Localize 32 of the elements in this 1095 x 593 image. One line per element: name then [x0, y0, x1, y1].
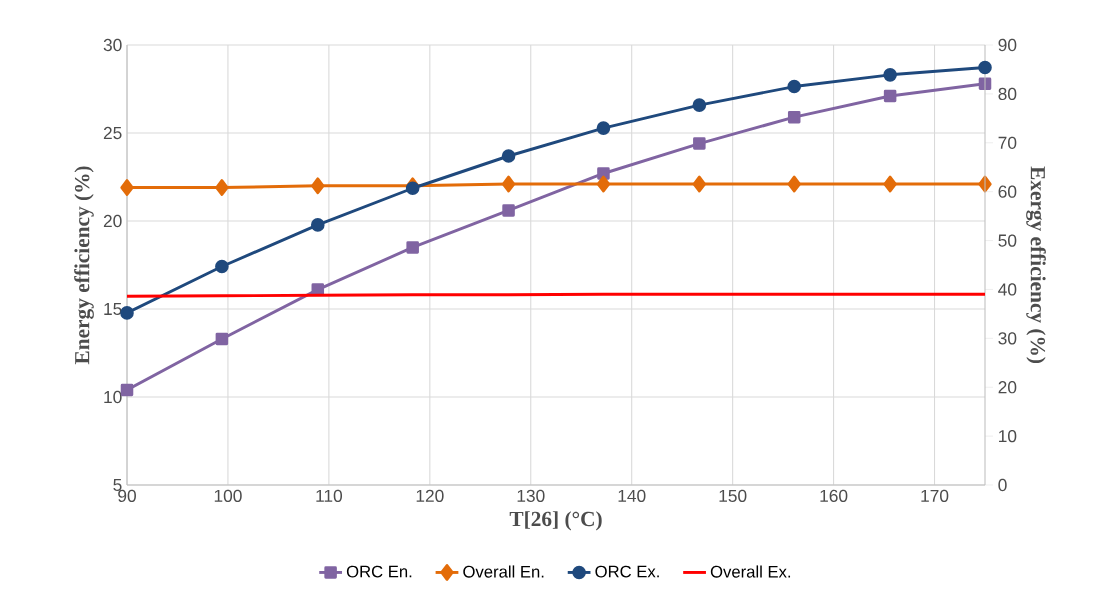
x-tick-label: 110	[316, 489, 343, 502]
legend-label: ORC Ex.	[595, 565, 659, 578]
legend-label: Overall Ex.	[710, 565, 791, 578]
legend-label: Overall En.	[463, 565, 544, 578]
y2-tick-label: 50	[998, 234, 1017, 247]
y2-tick-label: 90	[998, 38, 1017, 52]
y2-tick-label: 40	[998, 283, 1017, 296]
y2-axis-title: Exergy efficiency (%)	[1026, 166, 1046, 364]
y2-tick-label: 30	[998, 332, 1017, 345]
y2-tick-label: 0	[998, 478, 1007, 492]
y2-tick-label: 80	[998, 87, 1017, 101]
x-tick-label: 100	[214, 489, 242, 502]
y2-tick-label: 10	[999, 429, 1017, 443]
y2-tick-label: 20	[998, 381, 1017, 394]
y2-tick-label: 70	[998, 136, 1017, 149]
y2-tick-label: 60	[998, 185, 1017, 198]
x-tick-label: 90	[118, 489, 136, 502]
y-tick-label: 25	[103, 126, 122, 140]
y-axis-title: Energy efficiency (%)	[74, 166, 94, 365]
x-tick-label: 140	[618, 489, 646, 502]
x-tick-label: 170	[921, 489, 949, 502]
legend-label: ORC En.	[346, 565, 412, 578]
x-tick-label: 150	[719, 489, 747, 502]
x-axis-title: T[26] (°C)	[509, 511, 602, 531]
y-tick-label: 15	[104, 302, 122, 316]
x-tick-label: 160	[820, 489, 848, 502]
y-tick-label: 30	[103, 38, 122, 52]
y-tick-label: 5	[113, 478, 122, 492]
y-tick-label: 20	[103, 214, 122, 228]
x-tick-label: 130	[517, 489, 545, 502]
x-tick-label: 120	[416, 489, 444, 502]
y-tick-label: 10	[104, 390, 122, 404]
